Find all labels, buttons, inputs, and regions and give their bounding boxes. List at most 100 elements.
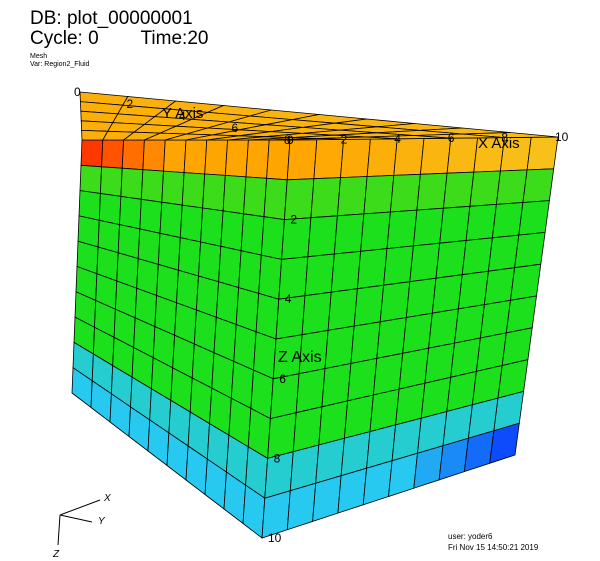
mesh-cell: [79, 164, 103, 194]
mesh-cell: [310, 177, 341, 219]
mesh-cell: [379, 281, 411, 323]
mesh-cell: [457, 270, 489, 310]
mesh-cell: [283, 178, 315, 221]
mesh-cell: [240, 213, 265, 256]
y-axis-title: Y Axis: [162, 105, 203, 122]
z-tick-label: 8: [274, 451, 281, 465]
mesh-cell: [181, 172, 206, 209]
x-tick-label: 2: [341, 132, 348, 146]
mesh-cell: [140, 169, 164, 203]
mesh-cell: [238, 250, 262, 294]
mesh-cell: [179, 204, 204, 243]
mesh-cell: [278, 256, 309, 300]
mesh-cell: [412, 207, 444, 247]
mesh-cell: [218, 245, 242, 289]
mesh-cell: [347, 357, 378, 402]
x-axis-title: X Axis: [478, 135, 520, 152]
mesh-cell: [487, 234, 520, 272]
mesh-cell: [461, 237, 493, 276]
mesh-cell: [491, 202, 524, 239]
y-tick-label: 6: [232, 121, 239, 135]
mesh-cell: [99, 166, 123, 197]
mesh-cell: [383, 245, 414, 286]
axis-annotations: 0 2 4 6 8 10 0 2 4 6 8 2 4 6 8 10 X Axis Y Axis Z Axis: [74, 85, 569, 545]
mesh-cell: [376, 317, 407, 359]
mesh-cell: [389, 173, 421, 213]
z-tick-label: 4: [285, 292, 292, 306]
z-tick-label: 10: [268, 531, 282, 545]
mesh-cell: [469, 170, 501, 207]
triad-x-label: X: [103, 493, 111, 504]
left-face: [71, 139, 291, 539]
right-face: [261, 136, 559, 539]
mesh-cell: [465, 203, 497, 241]
mesh-cell: [220, 210, 244, 252]
mesh-cell: [159, 201, 183, 239]
mesh-cell: [183, 139, 208, 175]
triad-y-label: Y: [98, 516, 106, 527]
mesh-cell: [204, 139, 229, 176]
y-tick-label: 0: [74, 85, 81, 99]
mesh-cell: [327, 288, 358, 331]
axis-triad: X Y Z: [52, 493, 111, 560]
x-tick-label: 0: [287, 133, 294, 147]
mesh-cell: [312, 475, 342, 522]
mesh-cell: [495, 169, 528, 205]
mesh-cell: [489, 422, 520, 464]
mesh-cube: [71, 91, 559, 539]
cycle-time-label: Cycle: 0 Time:20: [30, 28, 208, 50]
mesh-cell: [330, 250, 362, 293]
mesh-cell: [505, 295, 537, 334]
date-label: Fri Nov 15 14:50:21 2019: [448, 543, 539, 552]
mesh-cell: [518, 200, 550, 236]
mesh-cell: [409, 242, 441, 283]
mesh-cell: [139, 198, 163, 234]
triad-z-label: Z: [52, 549, 60, 560]
mesh-cell: [202, 173, 226, 212]
mesh-cell: [235, 287, 260, 333]
z-axis-title: Z Axis: [278, 349, 322, 366]
mesh-cell: [439, 205, 471, 244]
mesh-cell: [269, 138, 344, 141]
top-face: [79, 91, 559, 141]
mesh-cell: [142, 139, 166, 172]
mesh-cell: [442, 171, 475, 209]
mesh-cell: [295, 368, 326, 414]
mesh-cell: [372, 352, 404, 396]
mesh-cell: [313, 138, 345, 180]
mesh-cell: [307, 215, 338, 258]
mesh-cell: [419, 137, 452, 175]
mesh-cell: [333, 213, 365, 255]
mesh-cell: [224, 139, 249, 178]
mesh-cell: [120, 167, 144, 200]
mesh-cell: [78, 190, 101, 221]
mesh-cell: [405, 277, 437, 318]
mesh-cell: [198, 241, 222, 283]
mesh-cell: [222, 174, 247, 215]
mesh-cell: [510, 263, 542, 301]
mesh-cell: [356, 248, 388, 290]
mesh-cell: [243, 176, 268, 218]
z-tick-label: 2: [290, 213, 297, 227]
x-tick-label: 6: [448, 131, 455, 145]
mesh-cell: [98, 193, 122, 226]
mesh-cell: [260, 216, 285, 260]
user-label: user: yoder6: [448, 532, 493, 541]
y-tick-label: 2: [127, 97, 134, 111]
mesh-cell: [514, 231, 546, 269]
mesh-cell: [255, 292, 280, 340]
mesh-cell: [286, 482, 317, 531]
mesh-cell: [161, 170, 185, 206]
mesh-cell: [245, 139, 270, 179]
mesh-cell: [353, 284, 385, 327]
mesh-cell: [258, 254, 283, 300]
mesh-cell: [402, 312, 433, 354]
mesh-cell: [119, 195, 142, 230]
mesh-cell: [101, 139, 125, 169]
mesh-cell: [324, 325, 355, 370]
mesh-cell: [416, 172, 448, 211]
mesh-cell: [350, 321, 381, 364]
mesh-cell: [80, 120, 114, 132]
mesh-cell: [80, 139, 104, 168]
